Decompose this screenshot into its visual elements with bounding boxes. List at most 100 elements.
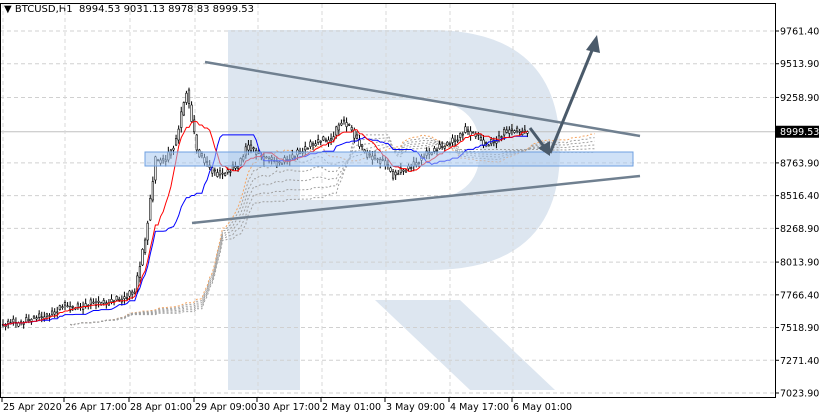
candle-body bbox=[32, 315, 36, 319]
candle-body bbox=[125, 297, 129, 300]
y-tick-label: 7766.40 bbox=[780, 290, 819, 301]
candle-body bbox=[234, 166, 237, 169]
candle-body bbox=[25, 317, 28, 323]
current-price-badge bbox=[776, 125, 819, 138]
candle-body bbox=[102, 300, 105, 304]
candle-body bbox=[224, 172, 227, 176]
candle-body bbox=[459, 133, 462, 138]
candle-body bbox=[360, 144, 364, 148]
candle-body bbox=[146, 222, 149, 241]
candle-body bbox=[309, 141, 312, 147]
senkou-span-b bbox=[69, 137, 595, 327]
candle-body bbox=[503, 129, 506, 136]
candle-body bbox=[451, 137, 454, 143]
candle-body bbox=[513, 130, 516, 133]
triangle-lower-line bbox=[191, 174, 641, 225]
candle-body bbox=[218, 170, 222, 176]
candle-body bbox=[435, 149, 439, 152]
candle-body bbox=[495, 140, 498, 144]
candle-body bbox=[348, 124, 351, 126]
candle-body bbox=[487, 144, 490, 147]
candle-body bbox=[58, 305, 61, 310]
candle-body bbox=[404, 169, 408, 173]
candle-body bbox=[128, 290, 131, 297]
candle-body bbox=[193, 119, 196, 133]
forecast-arrow bbox=[528, 35, 600, 156]
candle-body bbox=[324, 139, 328, 142]
candle-body bbox=[143, 239, 147, 253]
candle-body bbox=[453, 139, 457, 142]
candle-body bbox=[105, 302, 108, 305]
y-tick-label: 7023.90 bbox=[780, 389, 819, 400]
chart-header: ▼ BTCUSD,H1 8994.53 9031.13 8978.83 8999… bbox=[4, 4, 254, 15]
candle-body bbox=[84, 303, 87, 307]
candle-body bbox=[433, 148, 436, 152]
candle-body bbox=[523, 129, 526, 132]
candle-body bbox=[515, 127, 519, 132]
y-tick-label: 8013.90 bbox=[780, 258, 819, 269]
candle-body bbox=[500, 136, 503, 138]
candle-body bbox=[118, 298, 121, 301]
candle-body bbox=[69, 306, 72, 311]
candle-body bbox=[329, 138, 333, 141]
candle-body bbox=[469, 130, 472, 136]
candle-body bbox=[350, 127, 353, 131]
y-tick-label: 9258.90 bbox=[780, 93, 819, 104]
y-tick-label: 8999.53 bbox=[780, 127, 819, 138]
candle-body bbox=[92, 301, 95, 304]
candle-body bbox=[438, 144, 441, 150]
candle-body bbox=[133, 291, 136, 294]
candle-body bbox=[311, 143, 315, 146]
y-tick-label: 9513.90 bbox=[780, 59, 819, 70]
candle-body bbox=[446, 141, 449, 146]
x-tick-label: 3 May 09:00 bbox=[386, 402, 445, 413]
candle-body bbox=[94, 301, 98, 306]
candle-body bbox=[63, 302, 67, 306]
candle-body bbox=[252, 147, 255, 149]
candle-body bbox=[229, 171, 232, 173]
candle-body bbox=[61, 306, 64, 308]
y-tick-label: 8516.40 bbox=[780, 191, 819, 202]
candle-body bbox=[456, 139, 459, 142]
candle-body bbox=[187, 89, 191, 104]
candle-body bbox=[249, 144, 253, 152]
candle-body bbox=[45, 313, 49, 317]
candle-body bbox=[508, 129, 511, 134]
candle-body bbox=[48, 315, 51, 317]
candle-body bbox=[322, 136, 325, 141]
candle-body bbox=[38, 313, 41, 318]
candle-body bbox=[402, 169, 405, 172]
candle-body bbox=[448, 143, 452, 146]
candle-body bbox=[441, 145, 444, 148]
price-axis[interactable]: 9761.40 9513.90 9258.90 8999.53 8763.90 8516.… bbox=[775, 27, 819, 400]
candle-body bbox=[479, 137, 483, 141]
candle-body bbox=[484, 142, 488, 144]
candle-body bbox=[71, 306, 74, 308]
time-axis[interactable]: 25 Apr 2020 26 Apr 17:00 28 Apr 01:00 29 Ap… bbox=[1, 397, 572, 413]
symbol-label: BTCUSD,H1 bbox=[14, 4, 73, 15]
candle-body bbox=[66, 305, 69, 308]
candle-body bbox=[342, 119, 346, 122]
candle-body bbox=[340, 122, 343, 126]
candle-body bbox=[247, 144, 250, 151]
candle-body bbox=[236, 166, 240, 169]
y-tick-label: 7271.40 bbox=[780, 356, 819, 367]
x-tick-label: 26 Apr 17:00 bbox=[65, 402, 127, 413]
senkou-span-b bbox=[69, 134, 595, 327]
candle-body bbox=[461, 133, 464, 136]
candle-body bbox=[151, 181, 154, 201]
dropdown-triangle-icon[interactable]: ▼ bbox=[4, 4, 15, 15]
candle-body bbox=[443, 145, 446, 149]
triangle-upper-line bbox=[204, 60, 641, 138]
candle-body bbox=[397, 173, 400, 176]
candle-body bbox=[182, 102, 185, 116]
candle-body bbox=[345, 122, 348, 127]
candle-body bbox=[221, 172, 224, 175]
candle-body bbox=[195, 134, 198, 151]
x-tick-label: 25 Apr 2020 bbox=[3, 402, 62, 413]
candle-body bbox=[172, 147, 175, 151]
candle-body bbox=[353, 129, 356, 139]
candle-body bbox=[112, 300, 116, 303]
x-tick-label: 4 May 17:00 bbox=[450, 402, 509, 413]
